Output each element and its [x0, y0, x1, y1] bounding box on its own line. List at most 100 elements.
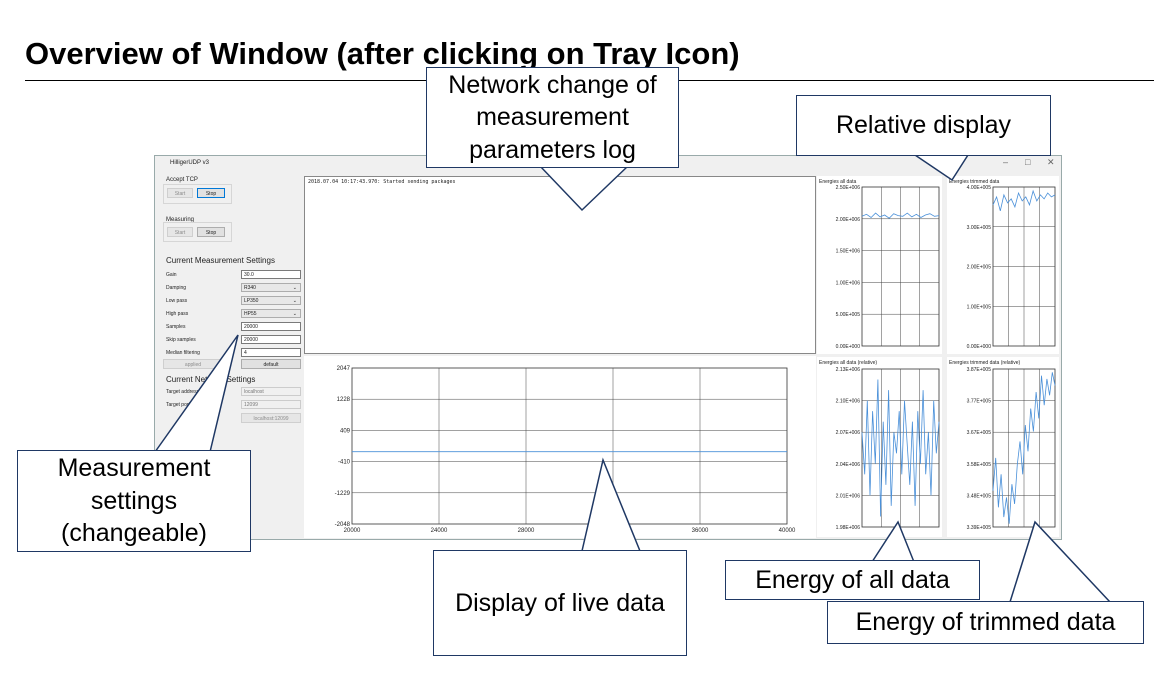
y-tick-label: 2.00E+005 — [967, 265, 992, 271]
slide-title: Overview of Window (after clicking on Tr… — [25, 36, 740, 71]
chevron-down-icon: ⌄ — [292, 311, 297, 317]
y-tick-label: 2.00E+006 — [836, 217, 861, 223]
chart-title: Energies trimmed data (relative) — [949, 360, 1020, 366]
close-icon[interactable]: ✕ — [1047, 157, 1055, 167]
x-tick-label: 36000 — [692, 528, 709, 534]
y-tick-label: -410 — [338, 460, 351, 466]
y-tick-label: -2048 — [335, 522, 351, 528]
y-tick-label: 1.50E+006 — [836, 249, 861, 255]
median-filtering-input[interactable]: 4 — [241, 348, 301, 357]
tcp-start-button[interactable]: Start — [167, 188, 193, 198]
high-pass-label: High pass — [166, 311, 189, 317]
damping-label: Damping — [166, 285, 187, 291]
y-tick-label: 3.00E+005 — [967, 225, 992, 231]
high-pass-select[interactable]: HP55 ⌄ — [241, 309, 301, 318]
skip-samples-input[interactable]: 20000 — [241, 335, 301, 344]
y-tick-label: -1229 — [335, 491, 351, 497]
y-tick-label: 4.00E+005 — [967, 185, 992, 191]
default-button[interactable]: default — [241, 359, 301, 369]
apply-button[interactable]: applied — [163, 359, 223, 369]
plot-area — [351, 367, 788, 525]
y-tick-label: 0.00E+000 — [967, 344, 992, 350]
localhost-button[interactable]: localhost:12099 — [241, 413, 301, 423]
low-pass-select[interactable]: LP350 ⌄ — [241, 296, 301, 305]
callout-measurement-settings: Measurement settings (changeable) — [17, 450, 251, 552]
log-line: 2018.07.04 10:17:43.970: Started sending… — [308, 179, 456, 185]
y-tick-label: 1.00E+006 — [836, 280, 861, 286]
y-tick-label: 3.77E+005 — [967, 399, 992, 405]
accept-tcp-group — [163, 184, 232, 204]
series-line — [992, 189, 1056, 212]
app-window: HilligerUDP v3 – □ ✕ Accept TCP Start St… — [154, 155, 1062, 540]
skip-samples-label: Skip samples — [166, 337, 196, 343]
y-tick-label: 2.01E+006 — [836, 493, 861, 499]
target-address-label: Target address — [166, 389, 200, 395]
chart-title: Energies all data — [819, 179, 856, 185]
target-address-input[interactable]: localhost — [241, 387, 301, 396]
y-tick-label: 1.98E+006 — [836, 525, 861, 531]
y-tick-label: 2.04E+006 — [836, 462, 861, 468]
samples-label: Samples — [166, 324, 186, 330]
window-title: HilligerUDP v3 — [170, 160, 209, 166]
y-tick-label: 5.00E+005 — [836, 312, 861, 318]
measurement-settings-heading: Current Measurement Settings — [166, 256, 275, 265]
y-tick-label: 3.58E+005 — [967, 462, 992, 468]
y-tick-label: 2.10E+006 — [836, 399, 861, 405]
y-tick-label: 1.00E+005 — [967, 304, 992, 310]
x-tick-label: 20000 — [344, 528, 361, 534]
y-tick-label: 409 — [340, 428, 351, 434]
y-tick-label: 3.48E+005 — [967, 493, 992, 499]
energies-trimmed-panel: Energies trimmed data 4.00E+005 3.00E+005 2… — [947, 176, 1059, 354]
measuring-stop-button[interactable]: Stop — [197, 227, 225, 237]
tcp-stop-button[interactable]: Stop — [197, 188, 225, 198]
series-line — [861, 212, 940, 219]
gain-input[interactable]: 30.0 — [241, 270, 301, 279]
callout-energy-all: Energy of all data — [725, 560, 980, 600]
y-tick-label: 3.87E+005 — [967, 367, 992, 373]
network-log[interactable]: 2018.07.04 10:17:43.970: Started sending… — [304, 176, 816, 354]
y-tick-label: 2047 — [337, 366, 351, 372]
low-pass-label: Low pass — [166, 298, 188, 304]
callout-live-data: Display of live data — [433, 550, 687, 656]
chevron-down-icon: ⌄ — [292, 285, 297, 291]
measuring-group — [163, 222, 232, 242]
callout-network-log: Network change of measurement parameters… — [426, 67, 679, 168]
accept-tcp-label: Accept TCP — [166, 177, 198, 183]
callout-energy-trimmed: Energy of trimmed data — [827, 601, 1144, 644]
y-tick-label: 3.39E+005 — [967, 525, 992, 531]
energies-trimmed-relative-chart: Energies trimmed data (relative)3.87E+00… — [949, 360, 1056, 531]
energies-all-relative-chart: Energies all data (relative)2.13E+006 2.1… — [819, 360, 940, 531]
y-tick-label: 2.50E+006 — [836, 185, 861, 191]
network-settings-heading: Current Network Settings — [166, 375, 256, 384]
low-pass-value: LP350 — [244, 298, 259, 304]
gain-label: Gain — [166, 272, 177, 278]
median-filtering-label: Median filtering — [166, 350, 200, 356]
callout-relative-display: Relative display — [796, 95, 1051, 156]
energies-trimmed-relative-panel: Energies trimmed data (relative) 3.87E+00… — [947, 357, 1059, 537]
high-pass-value: HP55 — [244, 311, 257, 317]
chevron-down-icon: ⌄ — [292, 298, 297, 304]
y-tick-label: 3.67E+005 — [967, 430, 992, 436]
chart-title: Energies trimmed data — [949, 179, 1000, 185]
damping-select[interactable]: R340 ⌄ — [241, 283, 301, 292]
y-tick-label: 1228 — [337, 397, 351, 403]
target-port-input[interactable]: 12099 — [241, 400, 301, 409]
x-tick-label: 24000 — [431, 528, 448, 534]
x-tick-label: 28000 — [518, 528, 535, 534]
chart-title: Energies all data (relative) — [819, 360, 877, 366]
maximize-icon[interactable]: □ — [1025, 157, 1031, 167]
samples-input[interactable]: 20000 — [241, 322, 301, 331]
minimize-icon[interactable]: – — [1003, 157, 1009, 167]
energies-all-panel: Energies all data 2.50E+006 2.00E+006 1.50E… — [817, 176, 942, 354]
measuring-start-button[interactable]: Start — [167, 227, 193, 237]
x-tick-label: 40000 — [779, 528, 796, 534]
y-tick-label: 2.13E+006 — [836, 367, 861, 373]
y-tick-label: 0.00E+000 — [836, 344, 861, 350]
series-line — [992, 372, 1056, 524]
damping-value: R340 — [244, 285, 256, 291]
series-line — [861, 379, 940, 517]
measuring-label: Measuring — [166, 217, 195, 223]
